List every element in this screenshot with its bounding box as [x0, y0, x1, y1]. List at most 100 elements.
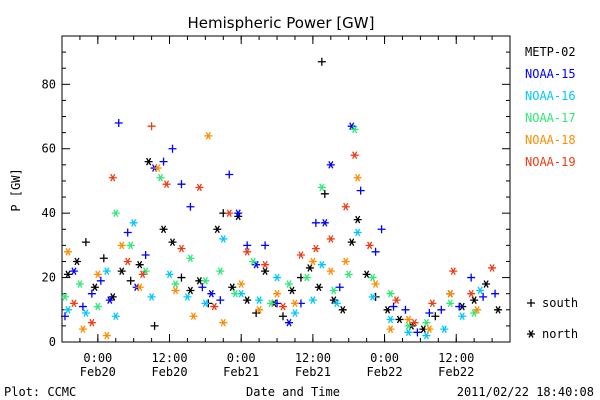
north-marker: [467, 289, 476, 298]
south-marker: [99, 254, 108, 263]
north-marker: [165, 270, 174, 279]
north-marker: [410, 318, 419, 327]
south-marker: [147, 122, 156, 131]
south-marker: [377, 225, 386, 234]
south-marker: [78, 302, 87, 311]
legend-entry-noaa-19: NOAA-19: [525, 155, 576, 169]
north-marker: [147, 293, 156, 301]
north-marker: [249, 257, 258, 266]
north-marker: [347, 238, 356, 246]
north-marker: [186, 254, 195, 263]
north-marker: [117, 241, 126, 250]
south-marker: [479, 292, 488, 301]
north-marker: [326, 161, 335, 169]
north-marker: [75, 280, 84, 288]
south-marker: [159, 157, 168, 166]
north-marker: [237, 280, 246, 288]
south-marker: [60, 312, 69, 321]
north-marker: [338, 305, 347, 314]
north-marker: [425, 325, 434, 333]
north-marker: [156, 173, 165, 182]
north-marker: [210, 302, 219, 311]
south-marker: [261, 241, 270, 250]
south-marker: [123, 228, 132, 237]
north-marker: [177, 244, 186, 253]
north-marker: [296, 251, 305, 259]
y-tick-label: 0: [49, 335, 56, 349]
north-marker: [440, 325, 449, 333]
north-marker: [470, 309, 479, 317]
north-marker: [252, 260, 261, 269]
north-marker: [243, 247, 252, 256]
north-marker: [213, 225, 222, 234]
north-marker: [368, 293, 377, 301]
south-marker: [141, 251, 150, 260]
north-marker: [284, 318, 293, 327]
south-marker: [96, 276, 105, 285]
north-marker: [219, 318, 228, 327]
legend-entry-noaa-17: NOAA-17: [525, 111, 576, 125]
north-marker: [72, 257, 81, 266]
north-marker: [255, 296, 264, 304]
series-noaa-19: [69, 122, 497, 327]
north-marker: [404, 328, 413, 337]
x-tick-label-time: 0:00: [83, 351, 112, 365]
north-marker: [186, 286, 195, 295]
data-points: [60, 57, 503, 340]
y-tick-label: 20: [42, 271, 56, 285]
north-marker: [63, 305, 72, 314]
y-axis: 0 20 40 60 80: [42, 51, 510, 349]
north-marker: [105, 296, 114, 304]
north-marker: [78, 325, 87, 333]
north-marker: [267, 299, 276, 308]
north-marker: [261, 260, 270, 269]
north-marker: [326, 267, 335, 275]
north-marker: [308, 296, 317, 304]
north-marker: [383, 305, 392, 314]
y-tick-label: 40: [42, 206, 56, 220]
north-marker: [228, 283, 237, 292]
south-marker: [431, 312, 440, 321]
north-marker: [93, 302, 102, 311]
south-marker: [467, 273, 476, 282]
north-marker: [473, 305, 482, 314]
north-marker: [90, 283, 99, 292]
legend: METP-02 NOAA-15 NOAA-16 NOAA-17 NOAA-18 NOAA-…: [525, 45, 576, 169]
north-marker: [326, 235, 335, 243]
north-marker: [368, 273, 377, 282]
south-marker: [198, 283, 207, 292]
legend-entry-metp-02: METP-02: [525, 45, 576, 59]
north-marker: [183, 293, 192, 301]
marker-legend-north: north: [542, 327, 578, 341]
north-marker: [353, 215, 362, 224]
x-tick-label-time: 12:00: [295, 351, 331, 365]
north-marker: [287, 286, 296, 295]
south-marker: [320, 189, 329, 198]
north-marker: [320, 218, 329, 227]
north-marker: [329, 296, 338, 304]
south-marker: [216, 296, 225, 305]
north-marker: [159, 225, 168, 234]
north-marker: [494, 305, 503, 314]
north-marker: [446, 289, 455, 298]
north-marker: [527, 330, 535, 338]
north-marker: [428, 299, 437, 308]
north-marker: [317, 260, 326, 269]
north-marker: [60, 293, 69, 301]
north-marker: [314, 283, 323, 292]
north-marker: [302, 273, 311, 282]
north-marker: [123, 257, 132, 266]
x-tick-label-date: Feb22: [438, 365, 474, 379]
north-marker: [404, 322, 413, 330]
south-marker: [437, 305, 446, 314]
north-marker: [273, 273, 282, 282]
north-marker: [204, 132, 213, 140]
north-marker: [219, 235, 228, 243]
north-marker: [317, 183, 326, 192]
series-noaa-15: [60, 118, 500, 337]
north-marker: [138, 270, 147, 279]
y-tick-label: 80: [42, 77, 56, 91]
north-marker: [102, 331, 111, 340]
north-marker: [350, 125, 359, 134]
south-marker: [225, 170, 234, 179]
